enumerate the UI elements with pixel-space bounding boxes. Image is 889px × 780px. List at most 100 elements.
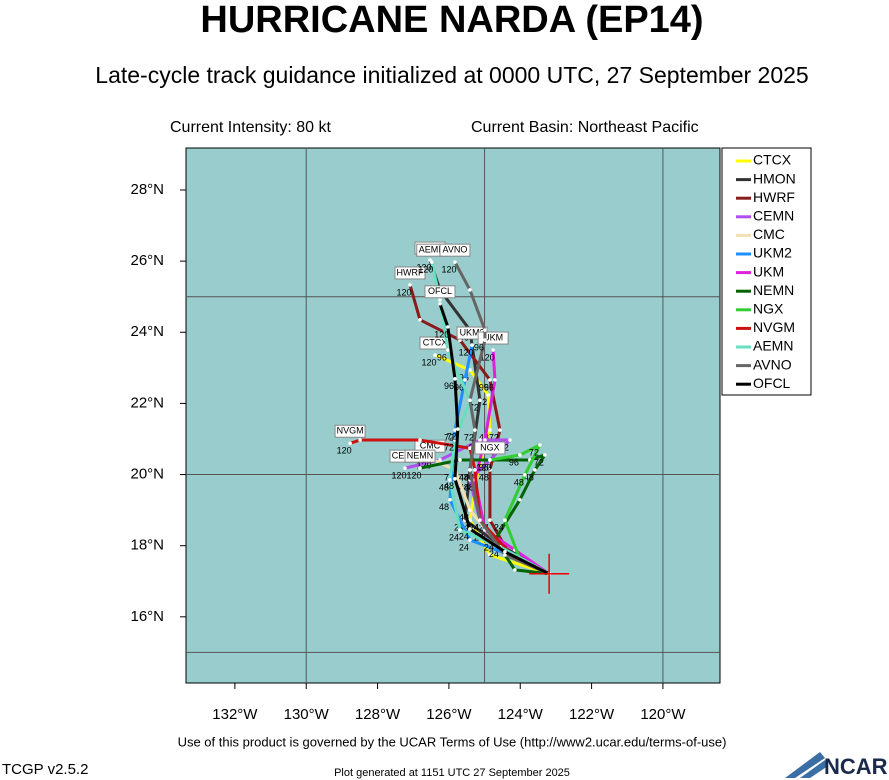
hour-label: 120 — [434, 329, 449, 339]
legend-label: NEMN — [753, 282, 794, 298]
hour-label: 48 — [459, 482, 469, 492]
track-point — [483, 438, 487, 442]
y-tick-label: 20°N — [130, 466, 164, 483]
track-point — [533, 468, 537, 472]
track-point — [468, 368, 472, 372]
hour-label: 120 — [397, 287, 412, 297]
model-box — [439, 243, 471, 257]
track-point — [448, 498, 452, 502]
hour-label: 24 — [469, 522, 479, 532]
y-tick-label: 28°N — [130, 181, 164, 198]
hour-label: 120 — [441, 265, 456, 275]
track-point — [543, 453, 547, 457]
hour-label: 96 — [444, 381, 454, 391]
track-point — [468, 398, 472, 403]
hour-label: 96 — [484, 382, 494, 392]
logo-text: NCAR — [824, 754, 888, 779]
model-label: CMC — [420, 441, 441, 451]
track-point — [468, 527, 472, 531]
model-box — [474, 441, 506, 455]
track-point — [473, 428, 477, 432]
legend-label: AEMN — [753, 338, 793, 354]
version: TCGP v2.5.2 — [2, 761, 88, 778]
hour-label: 72 — [477, 397, 487, 407]
terms: Use of this product is governed by the U… — [178, 734, 727, 749]
basin: Current Basin: Northeast Pacific — [471, 119, 699, 136]
track-point — [403, 466, 407, 470]
track-point — [488, 458, 492, 462]
hour-label: 48 — [524, 472, 534, 482]
track-point — [446, 325, 450, 329]
track-point — [488, 378, 492, 382]
hour-label: 120 — [416, 461, 431, 471]
legend-label: CEMN — [753, 208, 794, 224]
x-tick-label: 130°W — [284, 706, 330, 723]
model-label: NGX — [480, 442, 500, 452]
track-point — [453, 477, 457, 481]
track-point — [418, 438, 422, 442]
hour-label: 24 — [489, 549, 499, 559]
track-point — [486, 393, 490, 397]
y-tick-label: 22°N — [130, 394, 164, 411]
hour-label: 120 — [392, 471, 407, 481]
model-box — [424, 285, 456, 299]
legend-label: UKM — [753, 263, 784, 279]
model-label: UKM — [483, 332, 503, 342]
legend-label: UKM2 — [753, 245, 792, 261]
track-point — [429, 260, 434, 264]
hour-label: 48 — [479, 472, 489, 482]
hour-label: 48 — [459, 512, 469, 522]
legend-label: NGX — [753, 301, 784, 317]
hour-label: 96 — [509, 457, 519, 467]
track-point — [348, 441, 352, 446]
hour-label: 24 — [494, 522, 504, 532]
track-point — [473, 468, 477, 472]
track-point — [503, 549, 507, 554]
legend-label: CTCX — [753, 152, 792, 168]
logo-mark — [785, 752, 828, 778]
track-point — [478, 398, 482, 403]
generated: Plot generated at 1151 UTC 27 September … — [334, 767, 570, 779]
intensity: Current Intensity: 80 kt — [170, 119, 332, 136]
hour-label: 72 — [447, 431, 457, 441]
hour-label: 72 — [444, 432, 454, 442]
track-point — [456, 427, 460, 431]
track-point — [468, 468, 472, 472]
track-point — [438, 302, 442, 306]
hour-label: 96 — [474, 342, 484, 352]
track-point — [470, 343, 474, 347]
track-point — [493, 378, 497, 382]
hour-label: 48 — [439, 502, 449, 512]
track-point — [518, 453, 522, 457]
hour-label: 24 — [459, 531, 469, 541]
track-point — [513, 568, 517, 572]
x-tick-label: 124°W — [498, 706, 544, 723]
track-point — [453, 260, 457, 264]
hour-label: 96 — [454, 382, 464, 392]
track — [453, 261, 550, 576]
x-tick-label: 122°W — [569, 706, 615, 723]
hour-label: 96 — [459, 372, 469, 382]
y-tick-label: 16°N — [130, 608, 164, 625]
hour-label: 72 — [489, 432, 499, 442]
x-tick-label: 132°W — [212, 706, 258, 723]
y-tick-label: 18°N — [130, 537, 164, 554]
track-point — [503, 518, 507, 522]
hour-label: 48 — [444, 481, 454, 491]
track-point — [448, 478, 452, 482]
track-point — [498, 428, 502, 432]
hour-label: 120 — [337, 446, 352, 456]
hour-label: 24 — [484, 542, 494, 552]
model-label: OFCL — [428, 286, 452, 296]
hour-label: 72 — [469, 403, 479, 413]
model-label: AVNO — [443, 245, 468, 255]
track-point — [488, 468, 492, 472]
track-point — [468, 538, 472, 542]
hour-label: 120 — [406, 471, 421, 481]
track-point — [518, 498, 522, 502]
track-point — [468, 508, 472, 512]
track-point — [491, 348, 495, 352]
legend-label: HWRF — [753, 189, 795, 205]
hour-label: 120 — [421, 357, 436, 367]
